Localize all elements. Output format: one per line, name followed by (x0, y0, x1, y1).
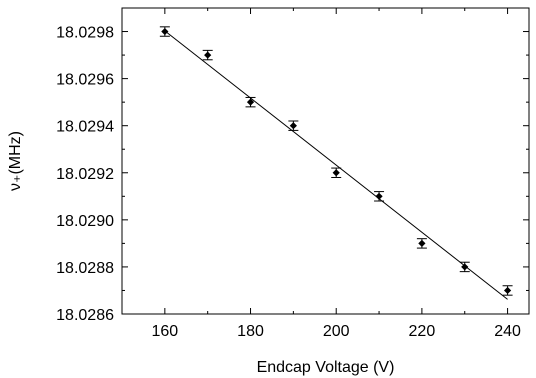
data-points (161, 27, 512, 295)
data-point (332, 169, 340, 177)
y-tick-label: 18.0286 (56, 307, 114, 324)
error-bars (159, 26, 513, 296)
y-tick-label: 18.0296 (56, 72, 114, 89)
data-point (246, 98, 255, 106)
x-axis-label: Endcap Voltage (V) (257, 359, 395, 376)
plot-border (121, 7, 530, 315)
data-point (161, 27, 169, 36)
data-point (375, 192, 383, 200)
y-axis: 18.0286 18.0288 18.0290 18.0292 18.0294 18.02… (56, 25, 529, 324)
x-tick-label: 240 (494, 323, 521, 340)
data-point (418, 239, 426, 247)
fit-line-layer (164, 30, 508, 300)
data-point (204, 51, 212, 59)
fit-line (164, 30, 508, 300)
data-point (289, 122, 297, 130)
y-tick-label: 18.0290 (56, 213, 114, 230)
y-tick-label: 18.0292 (56, 166, 114, 183)
x-axis: 160 180 200 220 240 (151, 8, 521, 340)
y-tick-label: 18.0294 (56, 119, 114, 136)
y-axis-label: ν₊(MHz) (7, 131, 24, 191)
y-tick-label: 18.0298 (56, 25, 114, 42)
x-tick-label: 200 (323, 323, 350, 340)
x-tick-label: 180 (237, 323, 264, 340)
data-point (461, 263, 469, 271)
y-tick-label: 18.0288 (56, 260, 114, 277)
plot-frame (121, 7, 530, 315)
data-point (503, 286, 512, 295)
x-tick-label: 220 (409, 323, 436, 340)
x-tick-label: 160 (151, 323, 178, 340)
